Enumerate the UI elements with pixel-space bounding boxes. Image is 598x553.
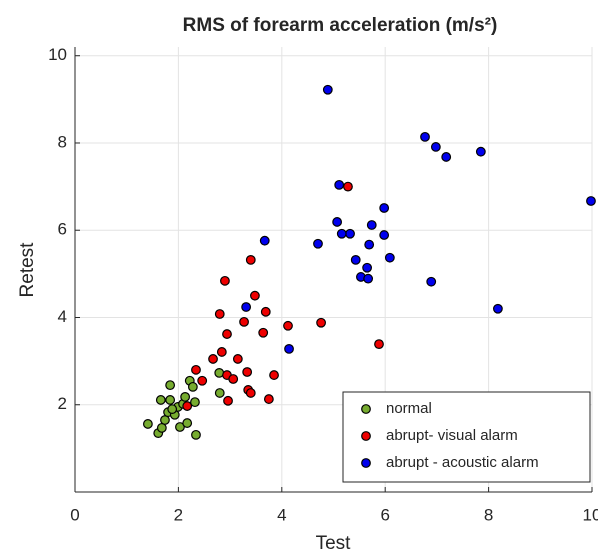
point — [242, 367, 253, 377]
point — [208, 354, 218, 364]
point — [284, 344, 294, 354]
point — [586, 196, 596, 206]
point — [426, 276, 437, 287]
point — [182, 401, 193, 411]
point — [182, 418, 193, 428]
point — [165, 395, 176, 405]
point — [260, 306, 271, 317]
point — [313, 238, 323, 249]
point — [363, 273, 374, 284]
point — [420, 131, 430, 142]
y-tick-label: 8 — [58, 132, 67, 151]
point — [334, 179, 345, 190]
legend-box — [342, 391, 591, 483]
point — [259, 235, 270, 246]
point — [228, 374, 239, 384]
point — [241, 302, 252, 312]
point — [366, 220, 377, 230]
x-tick-label: 0 — [70, 505, 79, 524]
legend-marker — [361, 404, 371, 414]
point — [493, 303, 503, 314]
x-axis-label: Test — [316, 533, 352, 553]
point — [222, 329, 232, 339]
point — [379, 230, 390, 240]
point — [232, 354, 243, 364]
point — [475, 146, 486, 157]
point — [214, 309, 225, 319]
legend-label: abrupt - acoustic alarm — [386, 454, 539, 471]
point — [155, 395, 166, 405]
point — [245, 388, 256, 398]
y-tick-label: 10 — [48, 45, 67, 64]
point — [316, 317, 326, 328]
legend-marker — [361, 431, 371, 441]
point — [220, 275, 230, 286]
point — [350, 255, 361, 265]
point — [343, 181, 353, 192]
point — [165, 380, 176, 391]
point — [345, 228, 355, 239]
legend-label: abrupt- visual alarm — [386, 427, 518, 444]
point — [167, 404, 178, 415]
point — [430, 142, 441, 152]
point — [332, 217, 343, 227]
legend-label: normal — [386, 400, 432, 417]
point — [191, 429, 201, 440]
point — [269, 370, 279, 380]
point — [245, 255, 256, 265]
point — [190, 397, 200, 408]
x-tick-label: 6 — [380, 505, 389, 524]
y-axis-label: Retest — [17, 242, 38, 298]
x-tick-label: 4 — [277, 505, 286, 524]
point — [214, 388, 225, 398]
point — [362, 262, 373, 273]
x-tick-label: 10 — [583, 505, 598, 524]
point — [197, 375, 208, 386]
point — [258, 327, 269, 338]
point — [379, 203, 390, 213]
x-tick-label: 2 — [174, 505, 183, 524]
point — [175, 422, 185, 432]
point — [322, 84, 333, 95]
y-tick-label: 4 — [58, 307, 67, 326]
point — [441, 152, 452, 162]
legend-marker — [361, 458, 371, 468]
point — [142, 419, 153, 429]
point — [384, 252, 395, 263]
y-tick-label: 6 — [58, 220, 67, 239]
chart-title: RMS of forearm acceleration (m/s²) — [183, 15, 498, 36]
point — [364, 239, 375, 250]
y-tick-label: 2 — [58, 394, 67, 413]
legend: normal abrupt- visual alarm abrupt - acous… — [342, 391, 591, 483]
x-tick-label: 8 — [484, 505, 493, 524]
point — [374, 339, 384, 350]
point — [263, 394, 274, 404]
point — [250, 290, 260, 301]
point — [223, 395, 233, 406]
point — [191, 364, 201, 375]
point — [336, 228, 347, 239]
point — [216, 347, 227, 357]
point — [180, 391, 191, 402]
point — [187, 381, 198, 392]
point — [239, 316, 249, 327]
point — [283, 320, 293, 331]
